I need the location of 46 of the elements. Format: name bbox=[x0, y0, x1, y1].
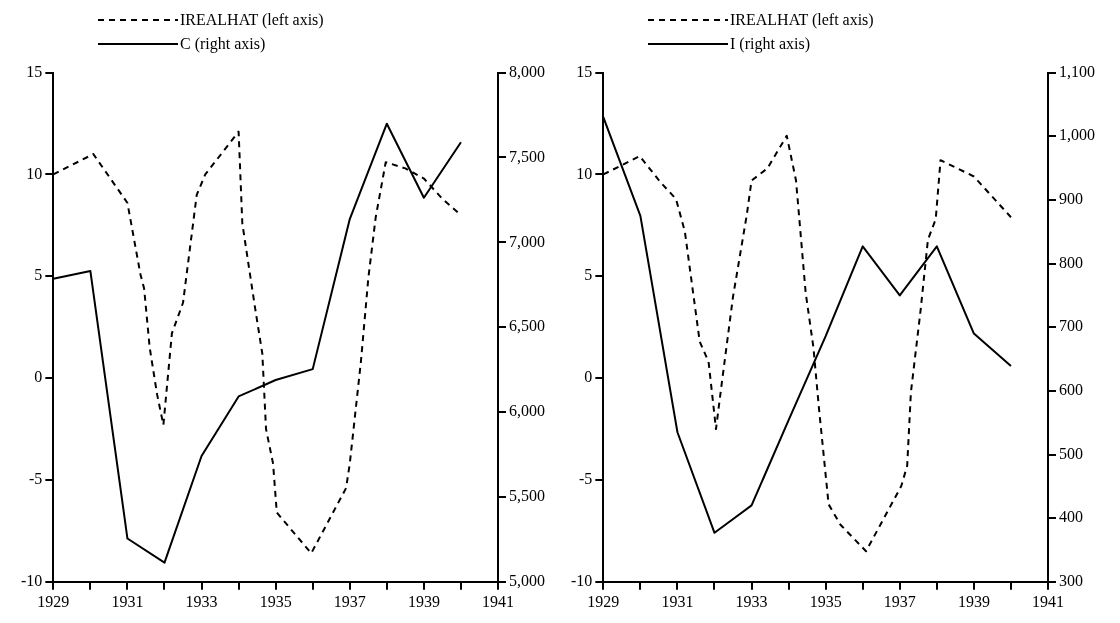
y2-tick-label: 900 bbox=[1059, 190, 1083, 208]
x-tick-label: 1935 bbox=[809, 592, 842, 610]
y-tick-label: -10 bbox=[571, 572, 593, 589]
legend-label: C (right axis) bbox=[180, 35, 266, 53]
y2-tick-label: 5,000 bbox=[509, 572, 545, 589]
y2-tick-label: 1,000 bbox=[1059, 126, 1095, 144]
y-tick-label: 15 bbox=[26, 62, 43, 80]
y2-tick-label: 400 bbox=[1059, 508, 1083, 526]
y2-tick-label: 6,000 bbox=[509, 402, 545, 420]
y-tick-label: 10 bbox=[26, 164, 43, 182]
y2-tick-label: 7,500 bbox=[509, 147, 545, 165]
x-tick-label: 1929 bbox=[37, 592, 70, 610]
y-tick-label: 15 bbox=[576, 62, 593, 80]
y2-tick-label: 500 bbox=[1059, 444, 1083, 462]
x-tick-label: 1937 bbox=[333, 592, 366, 610]
x-tick-label: 1931 bbox=[661, 592, 694, 610]
x-tick-label: 1933 bbox=[735, 592, 768, 610]
y-tick-label: 5 bbox=[34, 266, 43, 284]
y2-tick-label: 5,500 bbox=[509, 487, 545, 505]
y-tick-label: -5 bbox=[29, 470, 43, 488]
y-tick-label: 0 bbox=[584, 368, 593, 386]
x-tick-label: 1931 bbox=[111, 592, 144, 610]
legend-label: IREALHAT (left axis) bbox=[730, 11, 874, 29]
y2-tick-label: 6,500 bbox=[509, 317, 545, 335]
x-tick-label: 1933 bbox=[185, 592, 218, 610]
y-tick-label: 10 bbox=[576, 164, 593, 182]
x-tick-label: 1941 bbox=[1032, 592, 1064, 610]
legend-label: IREALHAT (left axis) bbox=[180, 11, 324, 29]
x-tick-label: 1935 bbox=[259, 592, 292, 610]
y-tick-label: 5 bbox=[584, 266, 593, 284]
x-tick-label: 1939 bbox=[407, 592, 440, 610]
y-tick-label: 0 bbox=[34, 368, 43, 386]
y-tick-label: -10 bbox=[21, 572, 43, 589]
y2-tick-label: 600 bbox=[1059, 381, 1083, 399]
y2-tick-label: 7,000 bbox=[509, 232, 545, 250]
x-tick-label: 1929 bbox=[587, 592, 620, 610]
legend-label: I (right axis) bbox=[730, 35, 810, 53]
x-tick-label: 1937 bbox=[883, 592, 916, 610]
y2-tick-label: 300 bbox=[1059, 572, 1083, 589]
y-tick-label: -5 bbox=[579, 470, 593, 488]
x-tick-label: 1939 bbox=[957, 592, 990, 610]
y2-tick-label: 8,000 bbox=[509, 62, 545, 80]
x-tick-label: 1941 bbox=[482, 592, 514, 610]
y2-tick-label: 700 bbox=[1059, 317, 1083, 335]
y2-tick-label: 1,100 bbox=[1059, 62, 1095, 80]
y2-tick-label: 800 bbox=[1059, 253, 1083, 271]
